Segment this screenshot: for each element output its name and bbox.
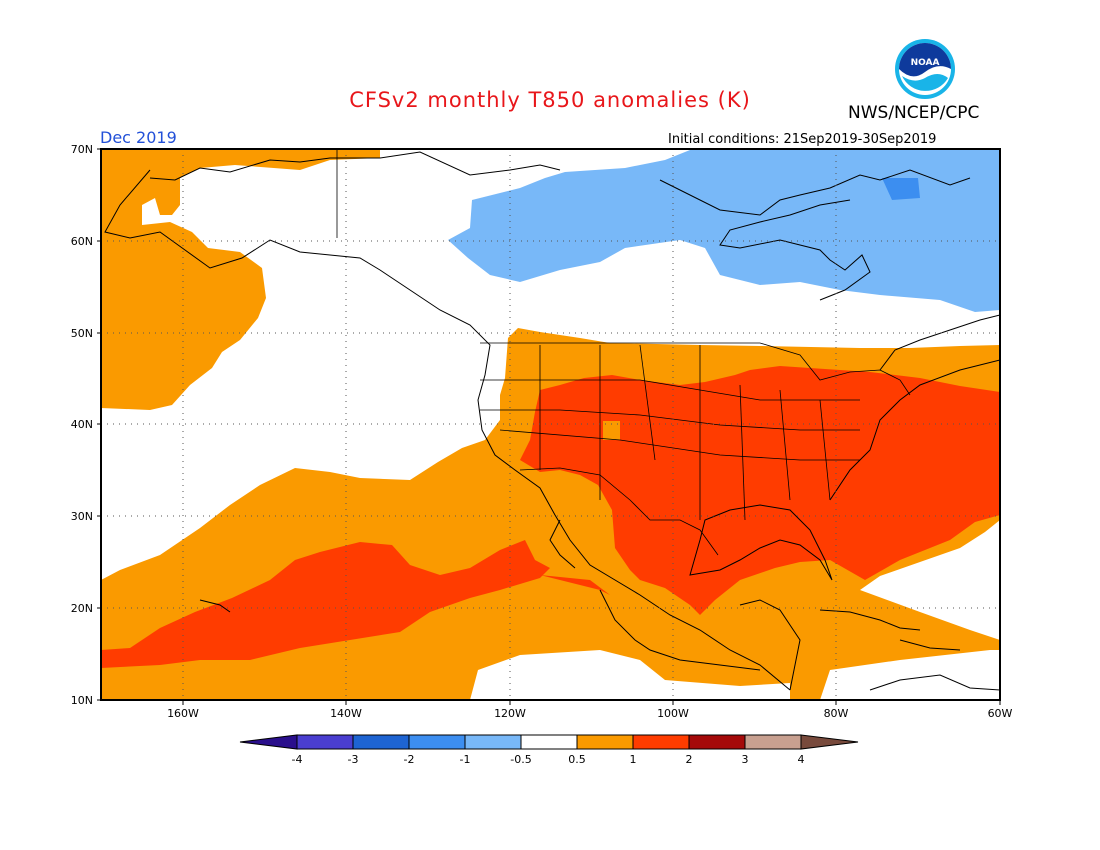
colorbar-label: 3 [742,753,749,766]
lon-label: 160W [167,707,199,720]
colorbar-label: 1 [630,753,637,766]
colorbar-label: -4 [292,753,303,766]
coastlines [104,151,1000,691]
colorbar-swatch [464,734,522,750]
colorbar-label: -1 [460,753,471,766]
lon-label: 120W [494,707,526,720]
colorbar-swatch [520,734,578,750]
colorbar-swatch [408,734,466,750]
colorbar-label: 2 [686,753,693,766]
anomaly-region-cold-spot [882,178,920,200]
colorbar-label: 4 [798,753,805,766]
lat-label: 30N [71,510,93,523]
longitude-labels: 160W 140W 120W 100W 80W 60W [167,707,1012,720]
anomaly-region-us-southwest [520,366,1000,615]
anomaly-field [101,149,1000,700]
anomaly-region-pacific-band [101,540,550,668]
lat-label: 70N [71,143,93,156]
lon-label: 80W [824,707,849,720]
forecast-month: Dec 2019 [100,128,177,147]
lat-label: 40N [71,418,93,431]
colorbar-swatch [632,734,690,750]
anomaly-region-canada-cool [448,150,1000,312]
colorbar-label: -0.5 [510,753,531,766]
agency-label: NWS/NCEP/CPC [848,103,980,123]
colorbar-swatch [688,734,746,750]
lat-label: 20N [71,602,93,615]
anomaly-region-west-pacific [101,149,380,410]
initial-conditions-label: Initial conditions: 21Sep2019-30Sep2019 [668,132,937,147]
colorbar-labels: -4 -3 -2 -1 -0.5 0.5 1 2 3 4 [292,753,805,766]
lon-label: 60W [988,707,1013,720]
colorbar-swatch-lt-4 [239,734,298,750]
colorbar-swatch [296,734,354,750]
noaa-logo-icon: NOAA [895,39,955,99]
lat-label: 50N [71,327,93,340]
colorbar [239,734,859,750]
colorbar-swatch-gt-4 [800,734,859,750]
map-title: CFSv2 monthly T850 anomalies (K) [349,88,751,112]
colorbar-swatch [744,734,802,750]
lon-label: 100W [657,707,689,720]
colorbar-swatch [576,734,634,750]
lat-label: 60N [71,235,93,248]
colorbar-swatch [352,734,410,750]
svg-text:NOAA: NOAA [911,58,940,68]
colorbar-label: -3 [348,753,359,766]
political-borders [336,149,911,556]
latitude-labels: 70N 60N 50N 40N 30N 20N 10N [71,143,93,707]
colorbar-label: -2 [404,753,415,766]
lat-label: 10N [71,694,93,707]
axis-ticks [97,148,1001,705]
lon-label: 140W [330,707,362,720]
colorbar-label: 0.5 [568,753,586,766]
